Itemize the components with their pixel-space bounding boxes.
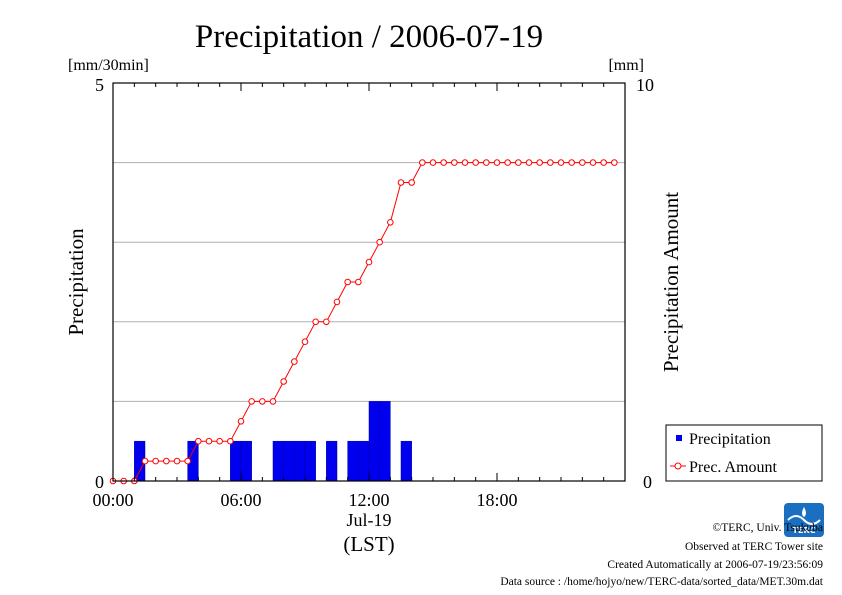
amount-point	[419, 159, 426, 166]
y-left-tick-0: 0	[95, 472, 104, 492]
amount-point	[483, 159, 490, 166]
amount-point	[323, 318, 330, 326]
precip-bar	[230, 440, 242, 482]
prec-amount-line	[109, 159, 618, 485]
logo-drop-icon	[802, 507, 806, 517]
y-right-label: Precipitation Amount	[659, 192, 683, 372]
footer-source: Data source : /home/hojyo/new/TERC-data/…	[500, 576, 823, 588]
amount-point	[397, 179, 405, 186]
amount-point	[269, 398, 277, 405]
amount-point	[355, 278, 362, 286]
amount-point	[408, 179, 415, 186]
legend-amount-label: Prec. Amount	[689, 459, 778, 476]
amount-point	[291, 358, 298, 365]
amount-point	[376, 238, 383, 246]
footer-observed: Observed at TERC Tower site	[685, 541, 823, 553]
amount-point	[600, 159, 607, 166]
precipitation-bars	[134, 401, 412, 482]
precip-bar	[272, 440, 284, 482]
precip-bar	[347, 440, 359, 482]
amount-point	[301, 338, 309, 346]
x-axis-ticks: 00:00 06:00 12:00 18:00	[92, 83, 626, 510]
precip-bar	[400, 440, 412, 482]
precip-bar	[283, 440, 295, 482]
amount-point	[451, 159, 458, 166]
amount-point	[461, 159, 469, 166]
precip-bar	[240, 440, 252, 482]
amount-point	[205, 437, 213, 445]
gridlines	[113, 162, 625, 402]
x-tick-label: 00:00	[92, 490, 133, 510]
logo-text: TERC	[793, 526, 816, 535]
logo-wave-icon	[787, 515, 821, 525]
amount-point	[536, 159, 543, 166]
footer-created: Created Automatically at 2006-07-19/23:5…	[607, 559, 823, 571]
precip-bar	[326, 440, 338, 482]
amount-point	[579, 159, 586, 166]
right-axis-unit: [mm]	[608, 57, 644, 74]
amount-point	[493, 159, 501, 166]
amount-point	[333, 298, 341, 306]
amount-point	[515, 159, 522, 166]
precip-bar	[294, 440, 306, 482]
precip-bar	[304, 440, 316, 482]
footer-copyright: ©TERC, Univ. Tsukuba	[713, 522, 823, 534]
legend-precip-swatch	[676, 435, 682, 441]
precip-bar	[368, 401, 380, 482]
terc-logo: TERC	[784, 503, 824, 537]
x-zone-label: (LST)	[343, 532, 394, 556]
amount-point	[259, 398, 266, 405]
amount-point	[557, 159, 565, 166]
x-tick-label: 18:00	[476, 490, 517, 510]
amount-point	[472, 159, 479, 166]
amount-point	[312, 318, 319, 326]
amount-point	[440, 159, 447, 166]
amount-point	[387, 219, 394, 226]
x-date-label: Jul-19	[347, 510, 392, 530]
legend-box	[665, 424, 823, 482]
amount-point	[589, 159, 597, 166]
amount-point	[504, 159, 511, 166]
amount-point	[344, 278, 351, 286]
amount-point	[365, 258, 373, 266]
amount-point	[184, 457, 191, 465]
amount-point	[237, 418, 245, 425]
x-tick-label: 12:00	[348, 490, 389, 510]
amount-point	[163, 457, 170, 465]
y-right-tick-10: 10	[636, 75, 654, 95]
amount-point	[227, 437, 234, 445]
legend-precip-label: Precipitation	[689, 431, 771, 448]
legend: Precipitation Prec. Amount	[665, 424, 823, 482]
chart-title: Precipitation / 2006-07-19	[195, 19, 543, 55]
precip-bar	[379, 401, 391, 482]
y-left-label: Precipitation	[64, 228, 88, 336]
y-left-tick-5: 5	[95, 75, 104, 95]
amount-point	[280, 378, 287, 385]
amount-point	[611, 159, 618, 166]
precip-bar	[358, 440, 370, 482]
amount-point	[525, 159, 533, 166]
amount-point	[568, 159, 575, 166]
amount-point	[141, 457, 149, 465]
amount-point	[195, 437, 202, 445]
y-right-tick-0: 0	[643, 472, 652, 492]
left-axis-unit: [mm/30min]	[68, 57, 149, 74]
amount-point	[173, 457, 181, 465]
amount-point	[152, 457, 159, 465]
amount-point	[429, 159, 437, 166]
amount-point	[547, 159, 554, 166]
legend-amount-marker	[674, 462, 682, 470]
x-tick-label: 06:00	[220, 490, 261, 510]
amount-point	[248, 398, 255, 405]
amount-point	[216, 437, 223, 445]
